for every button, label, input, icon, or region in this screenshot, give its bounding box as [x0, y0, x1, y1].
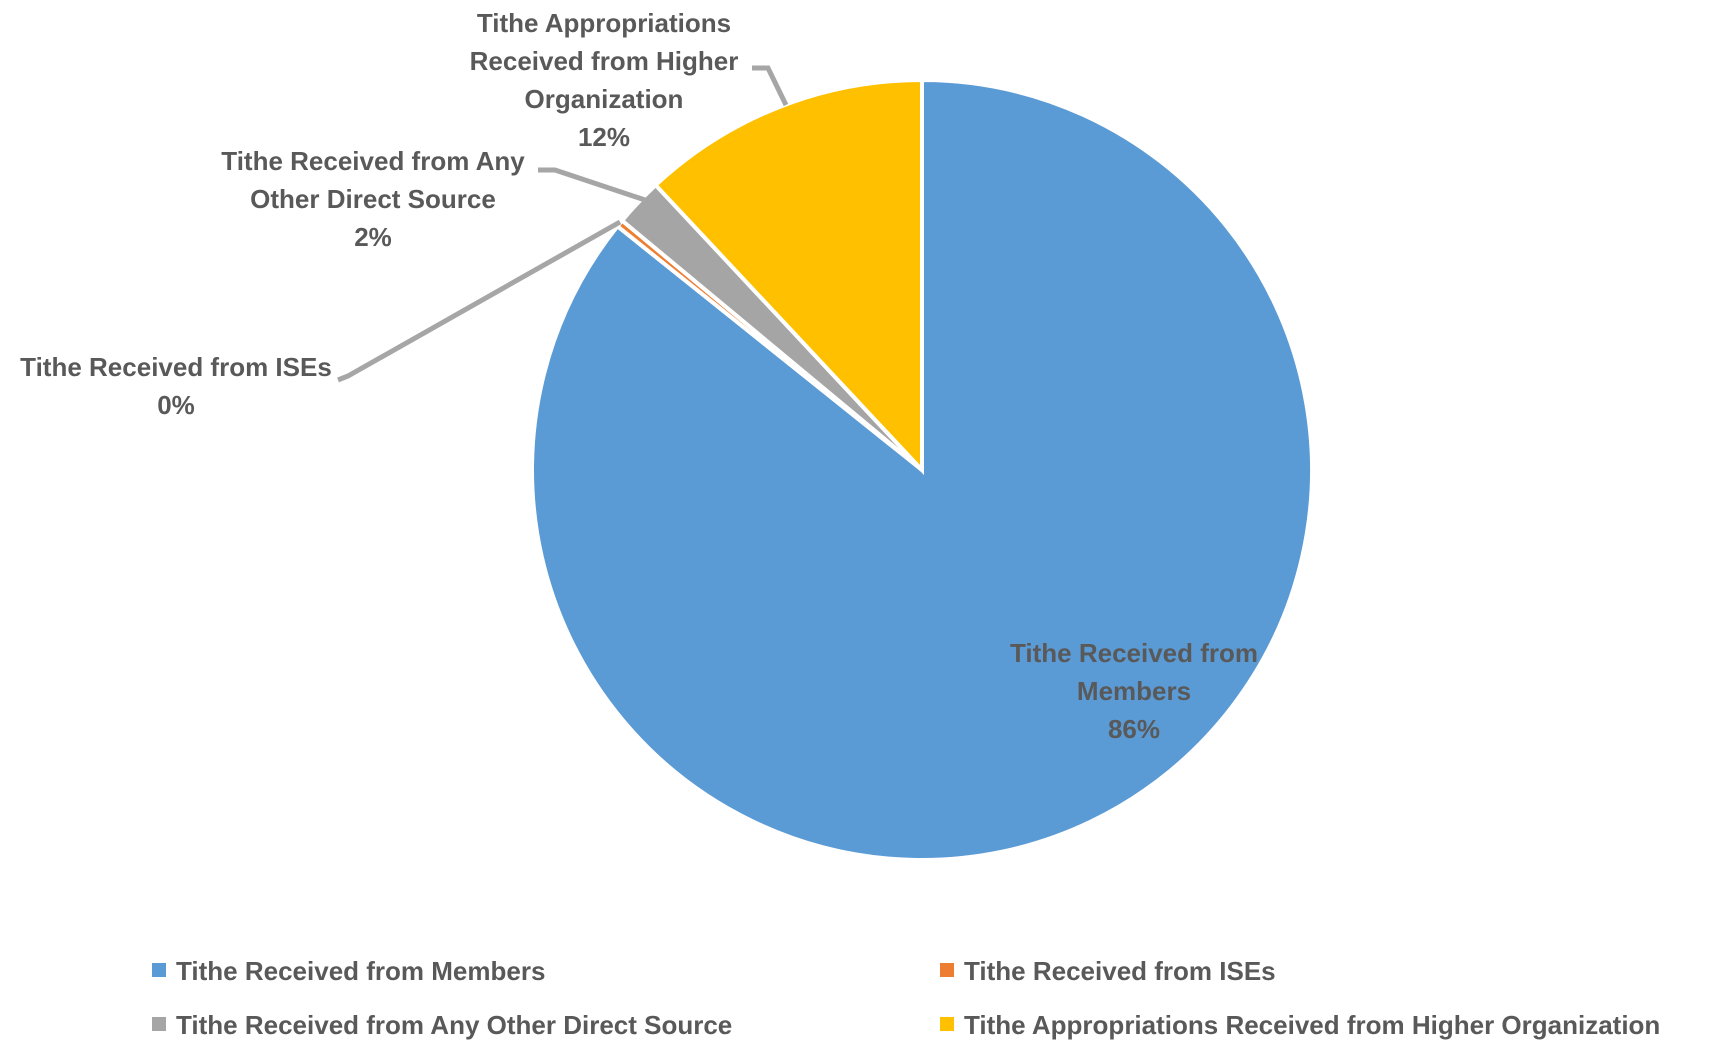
legend-swatch-1 — [940, 963, 954, 977]
data-label-line: 0% — [157, 390, 195, 420]
data-label-line: 12% — [578, 122, 630, 152]
legend-label-1: Tithe Received from ISEs — [964, 956, 1276, 986]
legend-label-3: Tithe Appropriations Received from Highe… — [964, 1010, 1660, 1040]
data-label-line: Members — [1077, 676, 1191, 706]
leader-line-3 — [752, 65, 789, 107]
legend-swatch-3 — [940, 1017, 954, 1031]
data-label-0: Tithe Received from Members 86% — [1010, 638, 1258, 744]
data-label-3: Tithe Appropriations Received from Higher… — [470, 8, 739, 152]
legend-swatch-0 — [152, 963, 166, 977]
legend-label-2: Tithe Received from Any Other Direct Sou… — [176, 1010, 732, 1040]
data-label-2: Tithe Received from Any Other Direct Sour… — [221, 146, 525, 252]
data-label-line: Received from Higher — [470, 46, 739, 76]
legend-swatch-2 — [152, 1017, 166, 1031]
data-label-line: Tithe Received from — [1010, 638, 1258, 668]
data-label-line: Tithe Appropriations — [477, 8, 731, 38]
legend-label-0: Tithe Received from Members — [176, 956, 545, 986]
pie-slices — [530, 77, 1314, 862]
data-label-line: Other Direct Source — [250, 184, 496, 214]
data-label-line: Tithe Received from Any — [221, 146, 525, 176]
data-label-line: 2% — [354, 222, 392, 252]
data-labels: Tithe Received from Members 86%Tithe Recei… — [20, 8, 1258, 744]
legend: Tithe Received from Members Tithe Receive… — [152, 956, 1660, 1040]
leader-line-1 — [337, 219, 622, 383]
data-label-line: Organization — [525, 84, 684, 114]
data-label-1: Tithe Received from ISEs 0% — [20, 352, 332, 420]
leader-lines — [337, 65, 789, 383]
pie-slice-3 — [652, 77, 924, 476]
data-label-line: Tithe Received from ISEs — [20, 352, 332, 382]
pie-slice-0 — [530, 77, 1314, 862]
leader-line-2 — [538, 167, 646, 203]
data-label-line: 86% — [1108, 714, 1160, 744]
